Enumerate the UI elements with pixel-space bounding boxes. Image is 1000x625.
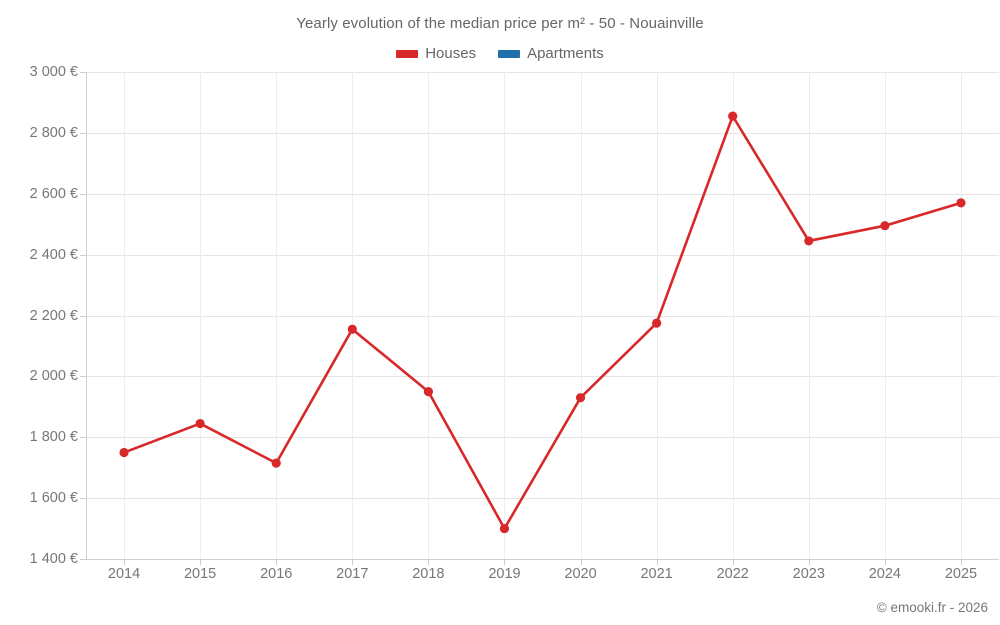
y-axis-tick-label: 1 800 € xyxy=(29,429,78,446)
x-axis-tick xyxy=(884,559,886,565)
plot-area xyxy=(80,72,999,565)
x-axis-tick xyxy=(124,559,126,565)
data-point[interactable] xyxy=(347,324,357,334)
x-axis-tick xyxy=(276,559,278,565)
x-axis-tick-label: 2018 xyxy=(412,566,445,582)
data-point[interactable] xyxy=(499,523,510,534)
legend-label-apartments: Apartments xyxy=(527,45,604,62)
y-axis-tick xyxy=(80,498,86,500)
y-axis-tick-label: 2 400 € xyxy=(29,246,78,263)
x-axis-tick xyxy=(656,559,658,565)
legend-swatch-apartments xyxy=(498,49,521,58)
footer-credit: © emooki.fr - 2026 xyxy=(876,600,988,615)
y-axis-tick-label: 2 000 € xyxy=(29,368,78,385)
gridline-horizontal xyxy=(86,72,999,73)
x-axis-tick xyxy=(732,559,734,565)
gridline-vertical xyxy=(124,72,126,559)
data-point[interactable] xyxy=(119,447,129,458)
gridline-vertical xyxy=(960,72,962,559)
x-axis-tick-label: 2021 xyxy=(640,566,673,582)
y-axis-tick xyxy=(80,193,86,195)
x-axis-tick-label: 2014 xyxy=(107,566,141,582)
y-axis-line xyxy=(86,72,87,559)
y-axis-tick xyxy=(80,132,86,134)
y-axis-tick xyxy=(80,315,86,317)
y-axis-tick xyxy=(80,437,86,439)
legend-swatch-houses xyxy=(396,49,419,58)
gridline-vertical xyxy=(200,72,202,559)
gridline-vertical xyxy=(808,72,810,559)
x-axis-tick xyxy=(960,559,962,565)
y-axis-tick-label: 2 800 € xyxy=(29,124,78,141)
y-axis-tick-label: 1 400 € xyxy=(29,551,78,567)
gridline-vertical xyxy=(428,72,430,559)
data-point[interactable] xyxy=(804,236,814,246)
gridline-vertical xyxy=(580,72,582,559)
gridline-horizontal xyxy=(86,193,999,195)
x-axis-tick-label: 2025 xyxy=(944,566,978,582)
gridline-vertical xyxy=(504,72,506,559)
x-axis-tick-label: 2020 xyxy=(564,566,597,582)
y-axis-tick-label: 1 600 € xyxy=(29,490,78,507)
gridline-vertical xyxy=(656,72,658,559)
y-axis-tick-label: 2 200 € xyxy=(29,307,78,324)
gridline-vertical xyxy=(884,72,886,559)
series-layer xyxy=(119,111,966,534)
gridline-horizontal xyxy=(86,315,999,317)
x-axis: 2014 2015 2016 2017 2018 2019 2020 2021 2022 2023… xyxy=(86,566,999,588)
x-axis-tick-label: 2022 xyxy=(716,566,749,582)
x-axis-tick-label: 2015 xyxy=(183,566,217,582)
x-axis-tick xyxy=(352,559,354,565)
x-axis-tick xyxy=(504,559,506,565)
chart-legend: Houses Apartments xyxy=(0,45,1000,62)
data-point[interactable] xyxy=(271,458,281,468)
y-axis-tick-label: 2 600 € xyxy=(29,185,78,202)
y-axis-tick xyxy=(80,254,86,256)
y-axis: 1 400 € 1 600 € 1 800 € 2 000 € 2 200 € 2 400… xyxy=(0,64,78,567)
data-point[interactable] xyxy=(575,393,586,403)
x-axis-tick xyxy=(808,559,810,565)
x-axis-tick xyxy=(428,559,430,565)
data-point[interactable] xyxy=(423,386,433,397)
data-point[interactable] xyxy=(728,111,738,121)
gridline-horizontal xyxy=(86,498,999,500)
y-axis-tick-label: 3 000 € xyxy=(29,64,78,80)
x-axis-tick-label: 2016 xyxy=(260,566,293,582)
series-line-houses xyxy=(122,114,963,530)
gridline-vertical xyxy=(732,72,734,559)
data-point[interactable] xyxy=(652,318,662,328)
x-axis-tick-label: 2024 xyxy=(868,566,902,582)
y-axis-tick xyxy=(80,72,86,73)
data-point[interactable] xyxy=(880,221,890,231)
x-axis-line xyxy=(86,559,999,560)
x-axis-tick-label: 2023 xyxy=(792,566,825,582)
gridline-vertical xyxy=(352,72,354,559)
x-axis-tick-label: 2019 xyxy=(488,566,521,582)
legend-item-houses[interactable]: Houses xyxy=(396,45,476,62)
x-axis-tick xyxy=(200,559,202,565)
legend-item-apartments[interactable]: Apartments xyxy=(498,45,604,62)
gridline-horizontal xyxy=(86,254,999,256)
x-axis-tick xyxy=(580,559,582,565)
gridline-horizontal xyxy=(86,437,999,439)
legend-label-houses: Houses xyxy=(425,45,477,62)
gridline-horizontal xyxy=(86,132,999,134)
data-point[interactable] xyxy=(195,418,205,429)
gridline-vertical xyxy=(276,72,278,559)
data-point[interactable] xyxy=(956,198,966,208)
x-axis-tick-label: 2017 xyxy=(336,566,369,582)
gridline-horizontal xyxy=(86,376,999,378)
y-axis-tick xyxy=(80,559,86,560)
y-axis-tick xyxy=(80,376,86,378)
chart-title: Yearly evolution of the median price per… xyxy=(296,15,704,32)
